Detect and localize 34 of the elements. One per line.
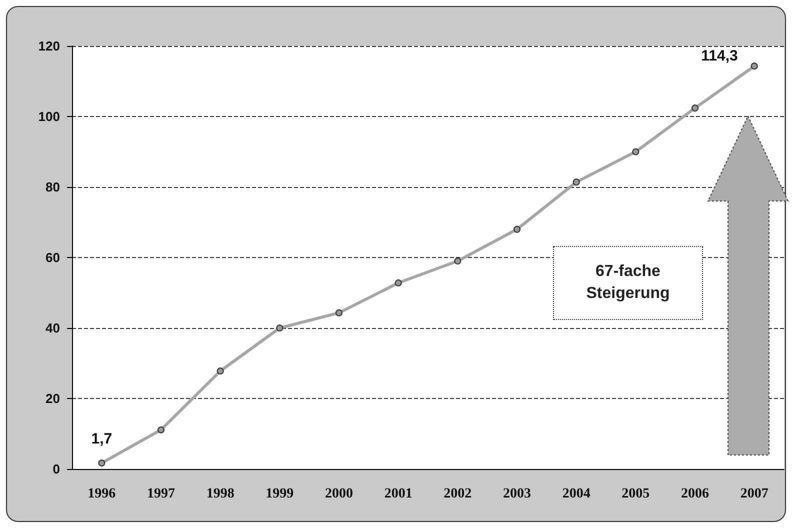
point [454,258,462,265]
data-label: 1,7 [91,430,112,448]
point [394,279,402,286]
point [336,309,342,316]
data-label: 114,3 [701,48,738,65]
y-tick-label: 60 [46,250,60,265]
x-tick-label: 1996 [88,486,116,502]
point [158,426,164,434]
x-tick-label: 2003 [503,486,531,502]
x-tick-label: 2002 [444,486,472,502]
y-tick-label: 40 [46,320,60,336]
x-tick-label: 1999 [266,486,294,502]
x-tick-label: 2004 [562,486,590,502]
y-tick-label: 20 [46,391,60,406]
point [632,148,640,156]
x-tick-label: 1997 [147,486,175,502]
note-box: 67-fache Steigerung [553,246,703,320]
point [572,178,580,186]
point [276,324,284,332]
point [98,460,106,467]
point [750,62,758,70]
point [692,104,698,112]
y-tick-label: 120 [38,38,60,54]
point [216,368,224,375]
x-tick-label: 2001 [384,486,412,502]
x-tick-label: 2006 [681,486,709,502]
x-tick-label: 2005 [622,486,650,502]
y-tick-label: 0 [52,462,60,476]
y-tick-label: 100 [38,109,60,124]
point [514,226,520,233]
y-tick-label: 80 [46,180,60,194]
x-tick-label: 1998 [206,486,234,502]
x-tick-label: 2000 [325,486,353,502]
x-tick-label: 2007 [740,486,768,502]
